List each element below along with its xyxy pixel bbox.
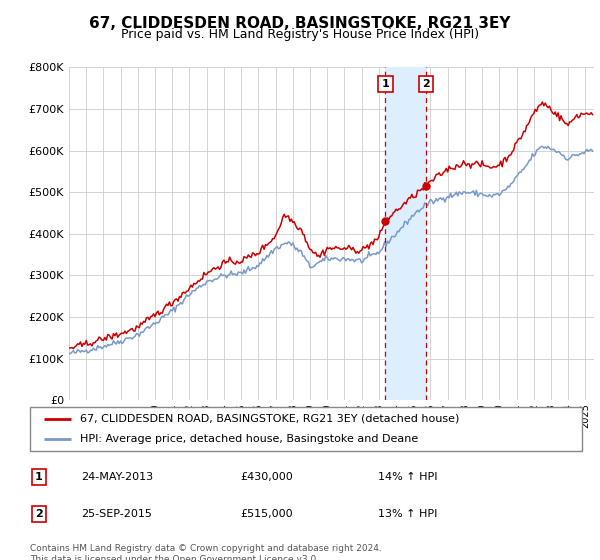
Text: 67, CLIDDESDEN ROAD, BASINGSTOKE, RG21 3EY (detached house): 67, CLIDDESDEN ROAD, BASINGSTOKE, RG21 3… xyxy=(80,414,459,424)
Text: 2: 2 xyxy=(35,509,43,519)
Text: 14% ↑ HPI: 14% ↑ HPI xyxy=(378,472,437,482)
Bar xyxy=(385,67,426,400)
Text: £515,000: £515,000 xyxy=(240,509,293,519)
Text: £430,000: £430,000 xyxy=(240,472,293,482)
Text: 1: 1 xyxy=(35,472,43,482)
Text: 25-SEP-2015: 25-SEP-2015 xyxy=(81,509,152,519)
Text: 13% ↑ HPI: 13% ↑ HPI xyxy=(378,509,437,519)
Text: 2: 2 xyxy=(422,79,430,89)
Text: 1: 1 xyxy=(382,79,389,89)
Text: 67, CLIDDESDEN ROAD, BASINGSTOKE, RG21 3EY: 67, CLIDDESDEN ROAD, BASINGSTOKE, RG21 3… xyxy=(89,16,511,31)
Text: HPI: Average price, detached house, Basingstoke and Deane: HPI: Average price, detached house, Basi… xyxy=(80,434,418,444)
Text: Price paid vs. HM Land Registry's House Price Index (HPI): Price paid vs. HM Land Registry's House … xyxy=(121,28,479,41)
FancyBboxPatch shape xyxy=(30,407,582,451)
Text: Contains HM Land Registry data © Crown copyright and database right 2024.
This d: Contains HM Land Registry data © Crown c… xyxy=(30,544,382,560)
Text: 24-MAY-2013: 24-MAY-2013 xyxy=(81,472,153,482)
